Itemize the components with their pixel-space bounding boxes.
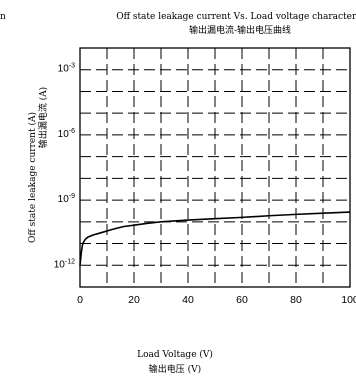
plot-frame [79,47,351,288]
chart-title: Off state leakage current Vs. Load volta… [116,12,356,22]
y-tick-label: 10-12 [54,258,75,270]
y-axis-label-cn: 输出漏电流 (A) [37,87,49,148]
series-line-1 [79,211,351,266]
y-tick-label: 10-3 [58,63,75,75]
x-tick-label: 80 [290,294,302,306]
x-tick-label: 20 [128,294,140,306]
chart-subtitle: 输出漏电流-输出电压曲线 [188,26,292,36]
y-axis-label: Off state leakage current (A) [27,112,38,243]
x-tick-label: 0 [77,294,83,306]
x-axis-label-cn: 输出电压 (V) [148,365,202,375]
x-axis-label: Load Voltage (V) [137,350,213,360]
y-tick-labels: 10-12 10-9 10-6 10-3 [54,63,75,271]
x-tick-label: 60 [236,294,248,306]
series-group [79,211,351,266]
y-tick-label: 10-9 [58,193,75,205]
grid [80,47,350,288]
y-tick-label: 10-6 [58,128,75,140]
x-tick-label: 100 [341,294,356,306]
page-fragment-text: n [0,12,6,22]
x-tick-labels: 0 20 40 60 80 100 [77,294,356,306]
x-tick-label: 40 [182,294,194,306]
